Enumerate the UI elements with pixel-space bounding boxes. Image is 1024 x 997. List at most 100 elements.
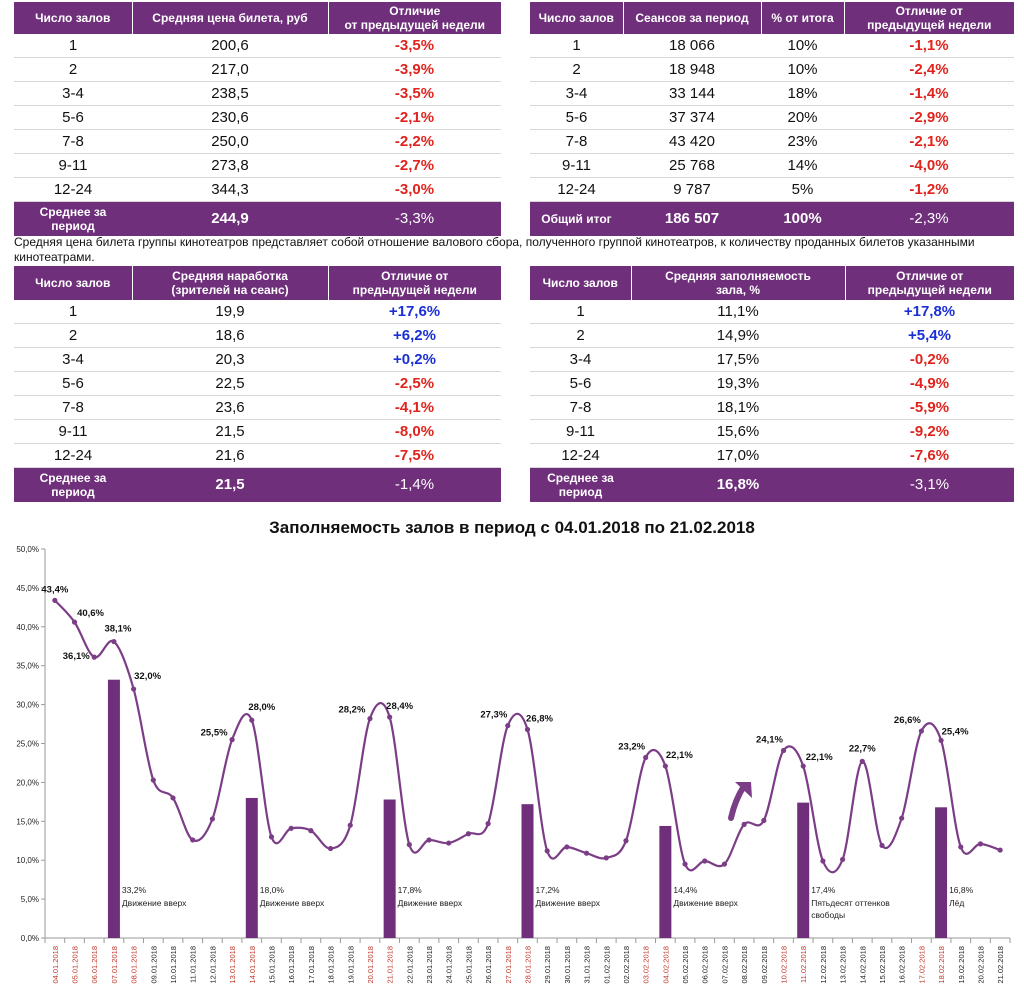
table-cell: 3-4 <box>530 81 623 106</box>
table-cell: -2,1% <box>844 129 1014 154</box>
table-cell: -8,0% <box>328 419 501 444</box>
point-label: 26,6% <box>894 715 921 726</box>
x-tick-label: 03.02.2018 <box>642 946 651 984</box>
x-tick-label: 10.01.2018 <box>169 946 178 984</box>
table-cell: 1 <box>14 300 132 324</box>
table-row: 1 11,1% +17,8% <box>530 300 1014 324</box>
data-point <box>229 737 235 743</box>
data-point <box>268 834 275 840</box>
point-label: 36,1% <box>63 651 90 662</box>
table-total-cell: -1,4% <box>328 467 501 502</box>
x-tick-label: 28.01.2018 <box>524 946 533 984</box>
table-row: 1 18 066 10% -1,1% <box>530 34 1014 58</box>
table-row: 9-11 273,8 -2,7% <box>14 153 501 178</box>
y-tick-label: 35,0% <box>16 662 39 671</box>
table-cell: 2 <box>530 57 623 82</box>
table-row: 7-8 18,1% -5,9% <box>530 395 1014 420</box>
point-label: 28,0% <box>248 702 275 713</box>
table-cell: -9,2% <box>845 419 1014 444</box>
table-cell: 14% <box>761 153 844 178</box>
table-cell: -0,2% <box>845 347 1014 372</box>
bar-film-label: Движение вверх <box>398 898 463 908</box>
data-point <box>524 726 531 733</box>
y-tick-label: 10,0% <box>16 856 39 865</box>
x-tick-label: 11.02.2018 <box>799 946 808 983</box>
table-cell: 17,0% <box>631 443 845 468</box>
x-tick-label: 18.01.2018 <box>327 946 336 984</box>
table-cell: -2,9% <box>844 105 1014 130</box>
data-point <box>387 714 393 720</box>
table-row: 5-6 230,6 -2,1% <box>14 105 501 130</box>
table-total-row: Среднее за период 21,5 -1,4% <box>14 467 501 502</box>
x-tick-label: 07.02.2018 <box>720 946 729 984</box>
data-point <box>721 861 728 867</box>
bar-value-label: 33,2% <box>122 885 147 895</box>
table-cell: 3-4 <box>530 347 631 372</box>
header-cell: Средняя заполняемость зала, % <box>631 266 846 300</box>
header-cell: Средняя цена билета, руб <box>132 2 329 34</box>
table-row: 7-8 23,6 -4,1% <box>14 395 501 420</box>
data-point <box>209 816 215 822</box>
table-cell: 9-11 <box>530 153 623 178</box>
table-cell: 12-24 <box>14 443 132 468</box>
table-cell: 2 <box>14 323 132 348</box>
x-tick-label: 08.01.2018 <box>130 946 139 984</box>
table-cell: 5-6 <box>530 371 631 396</box>
table-cell: 230,6 <box>132 105 328 130</box>
header-cell: Отличие от предыдущей недели <box>328 2 501 34</box>
table-row: 3-4 238,5 -3,5% <box>14 81 501 106</box>
table-cell: 15,6% <box>631 419 845 444</box>
table-cell: 344,3 <box>132 177 328 202</box>
point-label: 25,5% <box>201 728 228 739</box>
table-cell: 37 374 <box>623 105 761 130</box>
table-row: 3-4 20,3 +0,2% <box>14 347 501 372</box>
data-point <box>840 856 846 863</box>
data-point <box>406 842 412 848</box>
data-point <box>367 716 373 722</box>
table-cell: -5,9% <box>845 395 1014 420</box>
bar-film-label: Движение вверх <box>122 898 187 908</box>
table-cell: 9-11 <box>14 153 132 178</box>
data-point <box>682 861 688 867</box>
table-occupancy: Число залов Средняя заполняемость зала, %… <box>530 266 1014 502</box>
table-sessions: Число залов Сеансов за период % от итога… <box>530 2 1014 236</box>
data-point <box>899 815 905 821</box>
table-row: 7-8 250,0 -2,2% <box>14 129 501 154</box>
data-point <box>583 850 590 856</box>
table-total-cell: 244,9 <box>132 201 328 236</box>
table-row: 7-8 43 420 23% -2,1% <box>530 129 1014 154</box>
point-label: 27,3% <box>480 710 507 721</box>
data-point <box>170 795 176 801</box>
table-total-cell: Среднее за период <box>530 467 631 502</box>
x-tick-label: 19.01.2018 <box>346 946 355 984</box>
point-label: 24,1% <box>756 735 783 746</box>
table-cell: -2,4% <box>844 57 1014 82</box>
table-cell: 7-8 <box>14 395 132 420</box>
data-point <box>91 654 97 660</box>
table-cell: +0,2% <box>328 347 501 372</box>
bar <box>107 679 120 938</box>
table-row: 5-6 19,3% -4,9% <box>530 371 1014 396</box>
table-cell: -2,5% <box>328 371 501 396</box>
bar-value-label: 17,4% <box>811 885 836 895</box>
x-tick-label: 16.02.2018 <box>898 946 907 984</box>
data-point <box>820 858 826 864</box>
bar-film-label: свободы <box>811 910 845 920</box>
x-tick-label: 06.01.2018 <box>90 946 99 984</box>
table-cell: 10% <box>761 57 844 82</box>
table-cell: +17,8% <box>845 300 1014 324</box>
x-tick-label: 18.02.2018 <box>937 946 946 984</box>
table-cell: -3,0% <box>328 177 501 202</box>
data-point <box>564 844 570 850</box>
table-cell: -2,1% <box>328 105 501 130</box>
table-row: 1 200,6 -3,5% <box>14 34 501 58</box>
data-point <box>879 842 885 849</box>
table-cell: 1 <box>530 300 631 324</box>
point-label: 40,6% <box>77 608 104 619</box>
bar-film-label: Лёд <box>949 898 964 908</box>
table-cell: 18% <box>761 81 844 106</box>
table-cell: 9 787 <box>623 177 761 202</box>
x-tick-label: 14.02.2018 <box>858 946 867 984</box>
price-note: Средняя цена билета группы кинотеатров п… <box>14 235 975 264</box>
table-cell: 19,9 <box>132 300 328 324</box>
